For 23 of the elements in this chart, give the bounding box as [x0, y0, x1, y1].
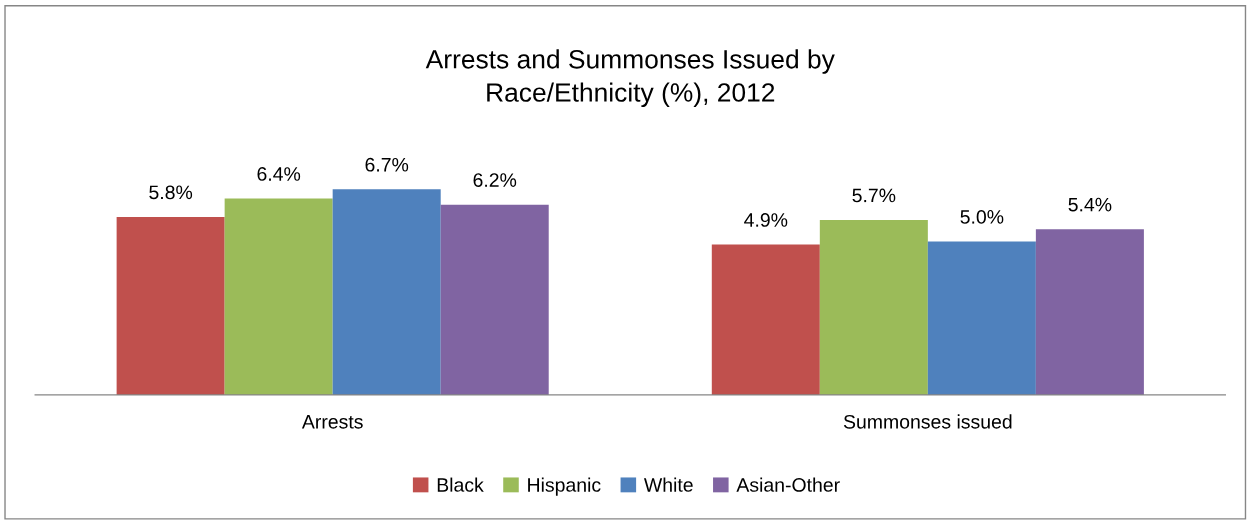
bar: [116, 216, 225, 395]
bar: [224, 198, 333, 395]
data-label: 5.8%: [149, 185, 193, 200]
chart-title: Arrests and Summonses Issued by Race/Ethnicity (%), 2012: [425, 49, 835, 108]
x-tick-label: Arrests: [301, 415, 363, 429]
legend-label: Black: [437, 477, 484, 492]
data-label: 5.7%: [852, 188, 896, 203]
data-label: 6.2%: [473, 173, 517, 187]
legend-label: Hispanic: [528, 477, 601, 496]
x-tick-label: Summonses issued: [843, 414, 1012, 429]
data-label: 6.7%: [365, 157, 409, 172]
bar: [819, 220, 928, 395]
bar: [440, 204, 549, 395]
data-label: 5.0%: [960, 210, 1004, 224]
data-label: 6.4%: [257, 167, 301, 181]
bar: [1035, 229, 1144, 395]
bar: [711, 244, 820, 395]
legend-label: White: [643, 477, 693, 492]
data-label: 4.9%: [744, 213, 788, 227]
data-label: 5.4%: [1068, 197, 1112, 212]
legend-label: Asian-Other: [736, 477, 840, 492]
bar: [927, 241, 1036, 395]
bar: [332, 189, 441, 395]
